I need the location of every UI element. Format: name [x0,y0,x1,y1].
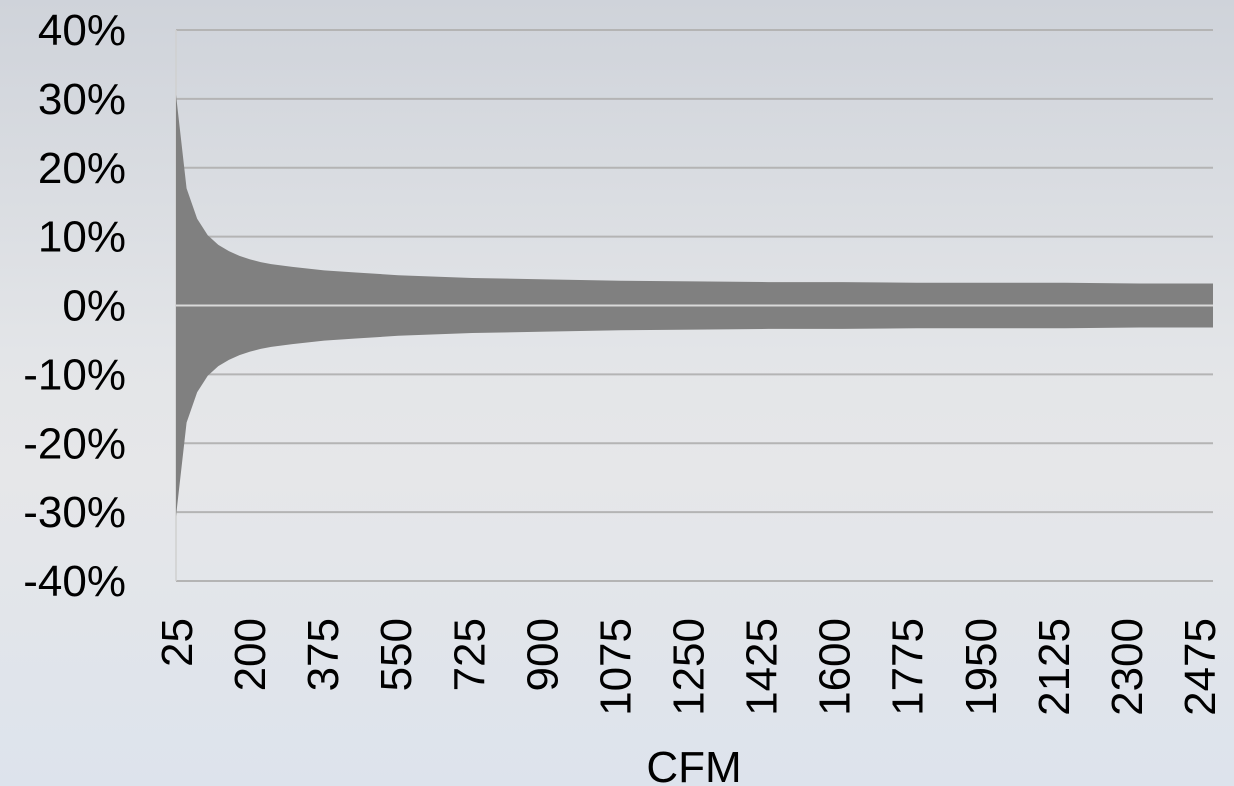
y-tick-label: 30% [38,75,126,124]
x-tick-label: 200 [226,618,275,691]
x-axis-tick-labels: 25 200 375 550 725 900 1075 1250 1425 1600 1775 195… [153,618,1225,716]
y-axis-tick-labels: 40% 30% 20% 10% 0% -10% -20% -30% -40% [23,6,126,606]
x-tick-label: 1425 [738,618,787,716]
y-tick-label: 20% [38,144,126,193]
gridlines [175,29,1213,582]
y-tick-label: 10% [38,213,126,262]
y-tick-label: -10% [23,350,126,399]
x-tick-label: 1600 [811,618,860,716]
x-tick-label: 550 [372,618,421,691]
x-tick-label: 1250 [665,618,714,716]
x-tick-label: 1950 [957,618,1006,716]
x-tick-label: 375 [299,618,348,691]
y-tick-label: 40% [38,6,126,55]
x-tick-label: 1775 [884,618,933,716]
y-tick-label: -20% [23,419,126,468]
x-tick-label: 2300 [1103,618,1152,716]
x-tick-label: 1075 [591,618,640,716]
x-tick-label: 2125 [1030,618,1079,716]
y-tick-label: -30% [23,488,126,537]
x-tick-label: 25 [153,618,202,667]
x-axis-title: CFM [646,743,741,786]
y-tick-label: 0% [62,282,126,331]
x-tick-label: 900 [518,618,567,691]
y-tick-label: -40% [23,557,126,606]
x-tick-label: 725 [445,618,494,691]
x-tick-label: 2475 [1176,618,1225,716]
